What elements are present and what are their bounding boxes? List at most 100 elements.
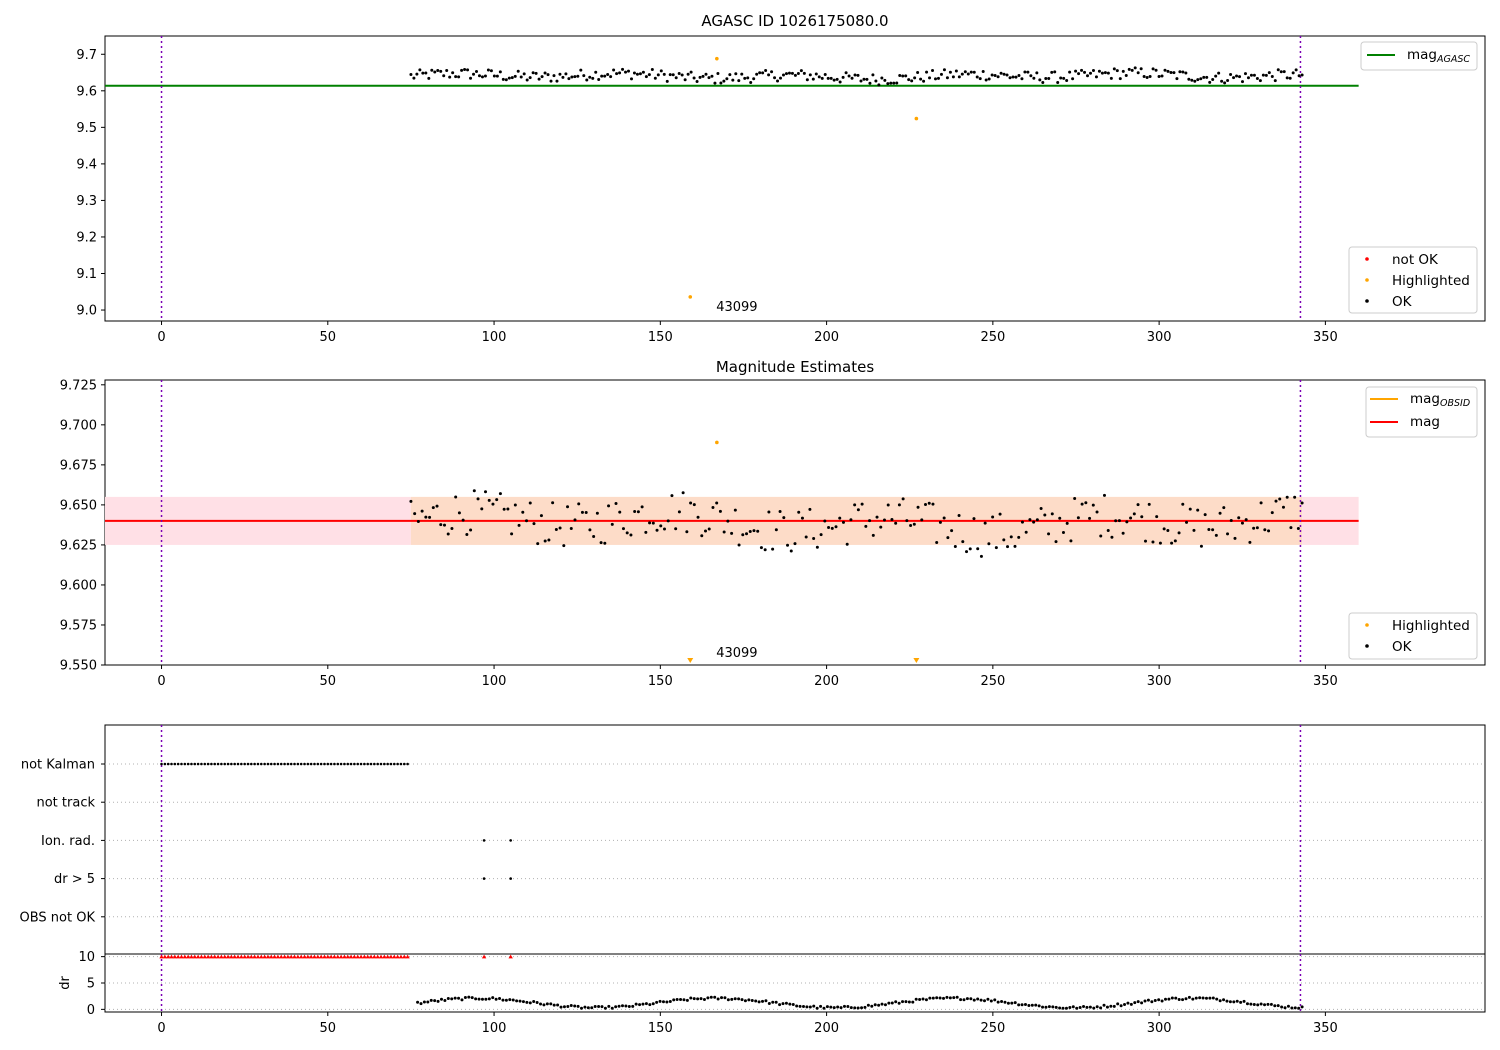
agasc-ok-point xyxy=(1032,76,1036,80)
estimates-ok-point xyxy=(510,532,514,536)
agasc-ok-point xyxy=(871,73,875,77)
agasc-ok-point xyxy=(957,75,961,79)
agasc-ok-point xyxy=(615,72,619,76)
estimates-ok-point xyxy=(935,541,939,545)
agasc-ytick-label: 9.5 xyxy=(76,121,97,136)
agasc-ok-point xyxy=(1056,80,1060,84)
dr-point xyxy=(580,1006,584,1010)
flags-point xyxy=(206,762,210,766)
agasc-ok-point xyxy=(886,82,890,86)
flags-point xyxy=(386,762,389,766)
flags-point xyxy=(223,762,227,766)
estimates-ok-point xyxy=(1151,540,1155,544)
estimates-ok-point xyxy=(1192,528,1196,532)
agasc-ok-point xyxy=(692,76,696,80)
agasc-ok-point xyxy=(579,68,583,72)
dr-point xyxy=(651,1002,655,1006)
estimates-ok-point xyxy=(793,542,797,546)
agasc-ok-point xyxy=(805,78,809,82)
estimates-ok-point xyxy=(554,528,558,532)
agasc-ok-point xyxy=(975,75,979,79)
estimates-ok-point xyxy=(692,503,696,507)
estimates-ok-point xyxy=(800,516,804,520)
agasc-ok-point xyxy=(776,79,780,83)
agasc-ok-point xyxy=(901,74,905,78)
estimates-ok-point xyxy=(472,489,476,493)
agasc-ok-point xyxy=(1246,76,1250,80)
dr-ytick-label: 5 xyxy=(87,977,95,992)
dr-point xyxy=(692,997,696,1001)
dr-point xyxy=(1082,1004,1086,1008)
dr-clipped-marker xyxy=(192,954,197,959)
flags-point xyxy=(356,762,360,766)
estimates-ok-point xyxy=(517,523,521,527)
agasc-ok-point xyxy=(1151,67,1155,71)
estimates-ok-point xyxy=(994,546,998,550)
dr-clipped-marker xyxy=(175,954,181,959)
dr-point xyxy=(774,1000,778,1004)
estimates-ok-point xyxy=(689,501,693,505)
dr-clipped-marker xyxy=(298,954,304,959)
dr-point xyxy=(866,1003,870,1007)
estimates-ok-point xyxy=(1233,536,1237,540)
dr-point xyxy=(723,996,727,1000)
agasc-ok-point xyxy=(1026,70,1030,74)
agasc-ok-point xyxy=(1077,72,1081,76)
agasc-ok-point xyxy=(770,70,774,74)
dr-clipped-marker xyxy=(332,954,337,959)
agasc-ok-point xyxy=(925,70,929,74)
dr-point xyxy=(1068,1006,1072,1010)
flags-point xyxy=(200,762,203,766)
estimates-ok-point xyxy=(618,510,622,514)
dr-point xyxy=(1146,998,1150,1002)
agasc-ok-point xyxy=(516,69,520,73)
dr-point xyxy=(989,999,993,1003)
dr-point xyxy=(1181,998,1185,1002)
dr-point xyxy=(545,1002,549,1006)
dr-point xyxy=(593,1004,597,1008)
estimates-ok-point xyxy=(431,506,435,510)
agasc-ok-point xyxy=(1226,78,1230,82)
estimates-ok-point xyxy=(1267,529,1271,533)
agasc-ok-point xyxy=(1074,69,1078,73)
dr-point xyxy=(839,1006,843,1010)
estimates-ok-point xyxy=(424,515,428,519)
dr-clipped-marker xyxy=(169,954,174,959)
agasc-ok-point xyxy=(1220,79,1224,83)
estimates-ok-point xyxy=(580,510,584,514)
agasc-ytick-label: 9.6 xyxy=(76,84,97,99)
estimates-ok-point xyxy=(1181,502,1185,506)
dr-clipped-marker xyxy=(285,954,291,959)
dr-point xyxy=(754,999,758,1003)
dr-point xyxy=(1105,1005,1109,1009)
dr-clipped-marker xyxy=(481,954,487,959)
dr-point xyxy=(853,1006,857,1010)
estimates-ok-point xyxy=(797,510,801,514)
dr-point xyxy=(672,998,676,1002)
agasc-ok-point xyxy=(1261,73,1265,77)
dr-point xyxy=(1164,997,1168,1001)
dr-clipped-marker xyxy=(182,954,188,959)
estimates-ok-point xyxy=(771,547,775,551)
estimates-ok-point xyxy=(823,519,827,523)
dr-point xyxy=(1187,995,1191,999)
agasc-ok-point xyxy=(606,72,610,76)
estimates-ok-point xyxy=(838,516,842,520)
agasc-ok-point xyxy=(1044,76,1048,80)
dr-point xyxy=(914,997,918,1001)
dr-point xyxy=(1071,1005,1075,1009)
estimates-ok-point xyxy=(1185,520,1189,524)
agasc-ok-point xyxy=(1136,71,1140,75)
dr-clipped-marker xyxy=(342,954,347,959)
agasc-ok-point xyxy=(489,69,493,73)
agasc-ok-point xyxy=(480,75,484,79)
dr-point xyxy=(1119,1004,1123,1008)
agasc-ok-point xyxy=(1169,71,1173,75)
estimates-ok-point xyxy=(916,505,920,509)
agasc-ok-point xyxy=(716,72,720,76)
agasc-xtick-label: 200 xyxy=(814,330,839,345)
dr-clipped-marker xyxy=(189,954,194,959)
estimates-ok-point xyxy=(1106,528,1110,532)
dr-point xyxy=(422,1000,426,1004)
dr-xtick-label: 350 xyxy=(1313,1021,1338,1036)
